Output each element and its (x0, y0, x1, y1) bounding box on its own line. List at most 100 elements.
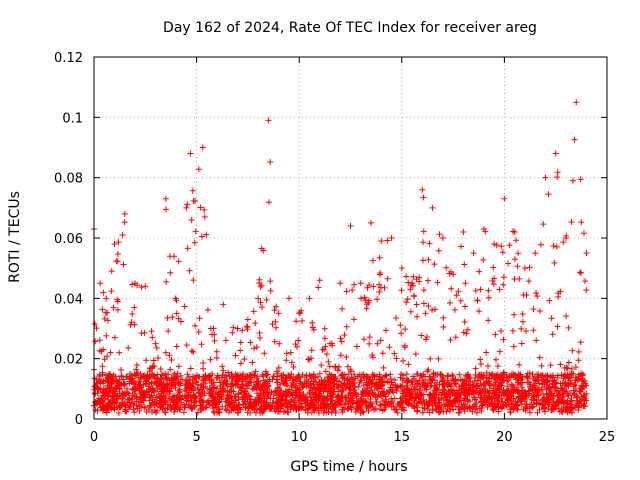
data-point (489, 277, 496, 284)
data-point (175, 363, 182, 370)
data-point (420, 287, 427, 294)
data-point (549, 331, 556, 338)
data-point (394, 409, 401, 416)
data-point (386, 344, 393, 351)
data-point (563, 313, 570, 320)
data-point (505, 395, 512, 402)
data-point (318, 386, 325, 393)
data-point (526, 387, 533, 394)
data-point (509, 327, 516, 334)
data-point (177, 372, 184, 379)
data-point (152, 340, 159, 347)
data-point (293, 374, 300, 381)
data-point (92, 338, 99, 345)
data-point (379, 407, 386, 414)
data-point (345, 405, 352, 412)
data-point (165, 371, 172, 378)
data-point (179, 376, 186, 383)
data-point (488, 372, 495, 379)
data-point (175, 315, 182, 322)
data-point (343, 323, 350, 330)
data-point (116, 403, 123, 409)
data-point (450, 387, 457, 394)
data-point (440, 374, 447, 381)
data-point (452, 398, 459, 405)
data-point (137, 382, 144, 389)
data-point (168, 405, 175, 412)
data-point (484, 363, 491, 370)
data-point (243, 323, 250, 330)
data-point (526, 264, 533, 271)
data-point (368, 390, 375, 397)
data-point (211, 337, 218, 344)
data-point (337, 352, 344, 359)
data-point (228, 375, 235, 382)
data-point (490, 381, 497, 388)
data-point (469, 408, 476, 415)
data-point (476, 405, 483, 412)
data-point (133, 366, 140, 373)
data-point (369, 376, 376, 383)
data-point (433, 385, 440, 392)
data-point (184, 245, 191, 252)
x-axis-label: GPS time / hours (290, 459, 407, 475)
data-point (103, 295, 110, 302)
data-point (223, 381, 230, 388)
data-point (581, 403, 588, 410)
data-point (122, 402, 129, 409)
data-point (562, 235, 569, 241)
data-point (532, 250, 539, 257)
data-point (549, 403, 556, 410)
data-point (447, 336, 454, 343)
data-point (374, 296, 381, 303)
data-point (572, 382, 579, 389)
data-point (552, 150, 559, 157)
data-point (462, 385, 469, 392)
data-point (288, 359, 295, 366)
data-point (220, 301, 227, 308)
data-point (107, 349, 114, 356)
data-point (449, 402, 456, 409)
data-point (191, 239, 198, 246)
data-point (538, 386, 545, 393)
data-point (240, 376, 247, 383)
x-tick-label: 0 (90, 430, 98, 445)
data-point (187, 404, 194, 411)
data-point (166, 395, 173, 402)
data-point (267, 278, 274, 285)
data-point (268, 389, 275, 396)
data-point (264, 393, 271, 400)
data-point (380, 389, 387, 396)
data-point (321, 346, 328, 353)
data-point (402, 392, 409, 399)
data-point (217, 379, 224, 386)
data-point (390, 389, 397, 396)
data-point (183, 342, 190, 349)
y-tick-label: 0.12 (54, 51, 83, 66)
data-point (391, 406, 398, 413)
data-point (241, 389, 248, 396)
data-point (158, 381, 165, 388)
data-point (247, 399, 254, 406)
data-point (535, 374, 542, 381)
data-point (539, 401, 546, 408)
data-point (100, 289, 107, 296)
data-point (410, 293, 417, 300)
data-point (557, 288, 564, 295)
data-point (559, 397, 566, 404)
data-point (160, 383, 167, 390)
data-point (323, 351, 330, 358)
data-point (511, 311, 518, 318)
data-point (391, 377, 398, 384)
data-point (351, 371, 358, 378)
data-point (309, 397, 316, 404)
data-point (353, 405, 360, 412)
data-point (340, 404, 347, 411)
data-point (543, 381, 550, 388)
data-point (181, 392, 188, 399)
data-point (316, 395, 323, 402)
data-point (458, 243, 465, 250)
data-point (189, 380, 196, 387)
data-point (435, 355, 442, 362)
data-point (482, 228, 489, 235)
